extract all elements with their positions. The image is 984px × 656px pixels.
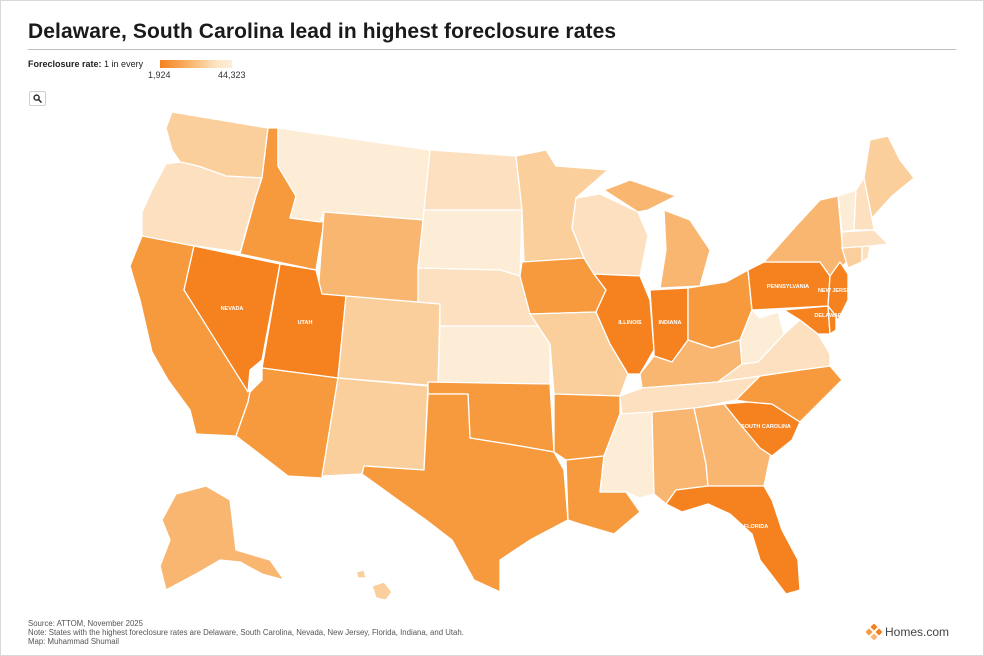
map-title: Delaware, South Carolina lead in highest…: [28, 20, 617, 43]
state-wyoming[interactable]: [317, 211, 425, 303]
legend-label-rest: 1 in every: [104, 59, 144, 69]
label-south-carolina: SOUTH CAROLINA: [741, 424, 791, 430]
label-nevada: NEVADA: [221, 306, 244, 312]
state-connecticut[interactable]: [841, 245, 863, 269]
source-note: Source: ATTOM, November 2025: [28, 619, 143, 628]
legend-max-value: 44,323: [218, 70, 246, 80]
credit-note: Map: Muhammad Shumail: [28, 637, 120, 647]
state-florida[interactable]: [665, 485, 801, 595]
homes-logo-icon: [866, 624, 882, 640]
state-new-mexico[interactable]: [321, 377, 429, 477]
state-arizona[interactable]: [235, 367, 339, 479]
title-divider: [28, 49, 956, 50]
state-hawaii-maui[interactable]: [355, 569, 367, 579]
state-kansas[interactable]: [437, 325, 551, 385]
methodology-note: Note: States with the highest foreclosur…: [28, 628, 464, 638]
state-illinois[interactable]: [593, 273, 655, 375]
brand-logo[interactable]: Homes.com: [866, 624, 949, 640]
footer-notes: Source: ATTOM, November 2025 Note: State…: [28, 619, 464, 647]
state-maine[interactable]: [863, 135, 915, 219]
label-illinois: ILLINOIS: [618, 320, 642, 326]
search-button[interactable]: [29, 91, 46, 106]
state-colorado[interactable]: [337, 295, 441, 387]
state-west-virginia[interactable]: [739, 309, 785, 365]
state-montana[interactable]: [277, 127, 431, 223]
state-south-dakota[interactable]: [417, 209, 523, 277]
label-florida: FLORIDA: [744, 524, 768, 530]
legend-label: Foreclosure rate: 1 in every: [28, 59, 143, 69]
state-texas[interactable]: [361, 393, 569, 593]
state-maryland[interactable]: [783, 305, 831, 335]
state-alaska[interactable]: [159, 485, 285, 591]
legend-color-scale: [160, 60, 232, 68]
state-massachusetts[interactable]: [841, 229, 889, 249]
brand-name: Homes.com: [885, 625, 950, 639]
legend-min-value: 1,924: [148, 70, 171, 80]
state-delaware[interactable]: [827, 305, 837, 335]
state-vermont[interactable]: [837, 189, 857, 233]
state-michigan-lower[interactable]: [659, 209, 711, 289]
search-icon: [33, 94, 42, 103]
label-delaware: DELAWARE: [814, 313, 846, 319]
state-rhode-island[interactable]: [861, 245, 871, 263]
label-utah: UTAH: [298, 320, 313, 326]
state-north-dakota[interactable]: [423, 149, 523, 211]
label-new-jersey: NEW JERSEY: [818, 288, 854, 294]
state-new-hampshire[interactable]: [853, 177, 875, 231]
label-indiana: INDIANA: [659, 320, 682, 326]
legend-label-bold: Foreclosure rate:: [28, 59, 102, 69]
state-michigan-upper[interactable]: [603, 179, 677, 213]
label-pennsylvania: PENNSYLVANIA: [767, 284, 809, 290]
state-hawaii[interactable]: [371, 581, 393, 601]
